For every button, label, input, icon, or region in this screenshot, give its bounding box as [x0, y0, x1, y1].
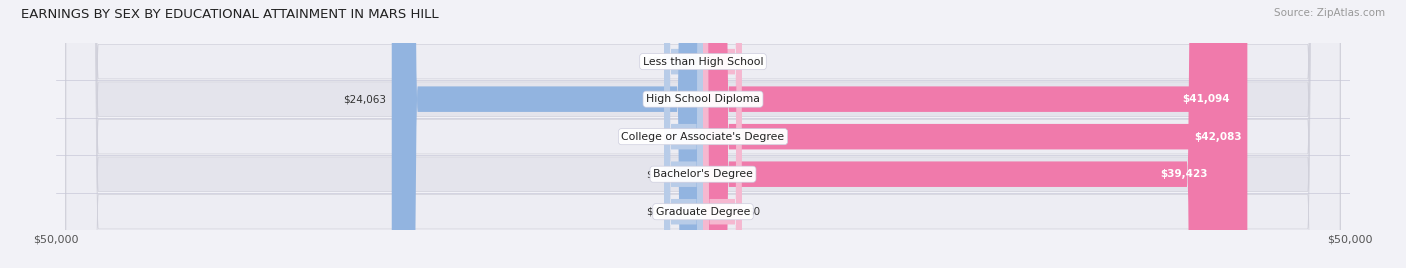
Text: $0: $0: [747, 207, 761, 217]
FancyBboxPatch shape: [392, 0, 703, 268]
FancyBboxPatch shape: [664, 0, 703, 268]
FancyBboxPatch shape: [66, 0, 1340, 268]
Text: $24,063: $24,063: [343, 94, 387, 104]
Text: College or Associate's Degree: College or Associate's Degree: [621, 132, 785, 142]
Text: $39,423: $39,423: [1160, 169, 1208, 179]
Text: $41,094: $41,094: [1182, 94, 1229, 104]
FancyBboxPatch shape: [66, 0, 1340, 268]
Text: $0: $0: [747, 57, 761, 67]
Text: EARNINGS BY SEX BY EDUCATIONAL ATTAINMENT IN MARS HILL: EARNINGS BY SEX BY EDUCATIONAL ATTAINMEN…: [21, 8, 439, 21]
FancyBboxPatch shape: [66, 0, 1340, 268]
FancyBboxPatch shape: [703, 0, 1234, 268]
Text: $0: $0: [645, 169, 659, 179]
Text: $0: $0: [645, 57, 659, 67]
FancyBboxPatch shape: [703, 0, 742, 268]
Text: $0: $0: [645, 132, 659, 142]
FancyBboxPatch shape: [664, 0, 703, 268]
Text: $42,083: $42,083: [1195, 132, 1241, 142]
FancyBboxPatch shape: [703, 0, 742, 268]
Text: High School Diploma: High School Diploma: [647, 94, 759, 104]
Text: Less than High School: Less than High School: [643, 57, 763, 67]
FancyBboxPatch shape: [703, 0, 1247, 268]
Text: Bachelor's Degree: Bachelor's Degree: [652, 169, 754, 179]
FancyBboxPatch shape: [66, 0, 1340, 268]
Text: $0: $0: [645, 207, 659, 217]
FancyBboxPatch shape: [66, 0, 1340, 268]
Text: Source: ZipAtlas.com: Source: ZipAtlas.com: [1274, 8, 1385, 18]
FancyBboxPatch shape: [664, 0, 703, 268]
FancyBboxPatch shape: [664, 0, 703, 268]
FancyBboxPatch shape: [703, 0, 1213, 268]
Text: Graduate Degree: Graduate Degree: [655, 207, 751, 217]
